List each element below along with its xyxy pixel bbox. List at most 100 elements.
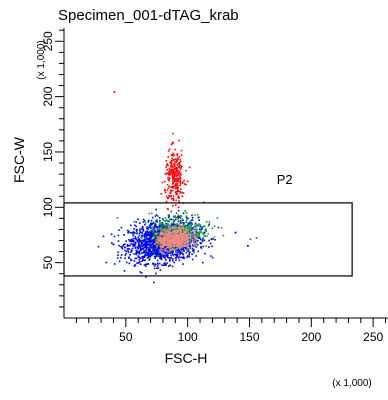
event-dot — [164, 220, 167, 223]
event-dot — [186, 237, 189, 239]
event-dot — [177, 179, 179, 181]
event-dot — [147, 232, 149, 235]
event-dot — [159, 249, 161, 251]
y-tick-label: 50 — [41, 256, 55, 270]
event-dot — [149, 233, 152, 235]
event-dot — [208, 223, 210, 226]
event-dot — [186, 247, 189, 249]
event-dot — [171, 142, 174, 145]
event-dot — [171, 265, 174, 268]
event-dot — [123, 270, 126, 272]
event-dot — [170, 162, 172, 164]
event-dot — [145, 241, 148, 244]
x-tick-label: 150 — [239, 330, 259, 344]
event-dot — [193, 234, 195, 237]
event-dot — [177, 254, 179, 257]
event-dot — [137, 218, 139, 220]
event-dot — [167, 176, 169, 179]
event-dot — [117, 254, 119, 256]
event-dot — [183, 243, 185, 246]
event-dot — [171, 241, 174, 244]
event-dot — [189, 251, 191, 253]
event-dot — [168, 249, 171, 252]
x-axis-multiplier: (x 1,000) — [332, 378, 371, 389]
event-dot — [172, 251, 174, 253]
event-dot — [211, 238, 214, 241]
event-dot — [208, 246, 210, 248]
event-dot — [157, 237, 160, 239]
event-dot — [213, 225, 216, 228]
event-dot — [191, 237, 193, 240]
event-dot — [157, 253, 159, 256]
event-dot — [160, 256, 163, 259]
event-dot — [170, 210, 173, 213]
event-dot — [191, 234, 193, 236]
event-dot — [198, 236, 201, 238]
event-dot — [126, 229, 129, 232]
event-dot — [191, 244, 194, 246]
event-dot — [159, 245, 162, 247]
event-dot — [165, 235, 167, 237]
event-dot — [153, 267, 156, 270]
event-dot — [175, 185, 177, 187]
event-dot — [161, 225, 164, 227]
event-dot — [135, 221, 137, 223]
event-dot — [169, 218, 171, 220]
event-dot — [158, 243, 161, 246]
event-dot — [141, 248, 143, 250]
event-dot — [145, 244, 147, 247]
event-dot — [141, 260, 143, 262]
event-dot — [173, 224, 176, 227]
event-dot — [167, 240, 170, 243]
event-dot — [171, 174, 174, 176]
event-dot — [184, 233, 187, 236]
event-dot — [165, 243, 167, 245]
event-dot — [164, 180, 166, 183]
event-dot — [176, 153, 179, 155]
event-dot — [175, 191, 177, 193]
event-dot — [124, 246, 126, 249]
event-dot — [168, 257, 171, 259]
event-dot — [169, 251, 172, 253]
event-dot — [181, 256, 184, 259]
gate-p2[interactable]: P2 — [63, 172, 353, 277]
event-dot — [167, 208, 169, 210]
event-dot — [162, 249, 165, 251]
event-dot — [172, 176, 174, 179]
event-dot — [139, 229, 141, 232]
event-dot — [178, 177, 180, 180]
event-dot — [197, 233, 199, 236]
event-dot — [165, 226, 168, 229]
event-dot — [133, 220, 135, 223]
event-dot — [154, 257, 156, 259]
event-dot — [138, 251, 140, 254]
event-dot — [137, 242, 140, 245]
event-dot — [192, 227, 194, 230]
event-dot — [137, 239, 140, 241]
event-dot — [180, 241, 183, 244]
event-dot — [148, 219, 150, 222]
event-dot — [172, 169, 175, 171]
event-dot — [138, 232, 141, 235]
event-dot — [138, 244, 141, 246]
event-dot — [187, 224, 190, 226]
event-dot — [178, 225, 181, 227]
event-dot — [180, 165, 183, 167]
event-dot — [145, 248, 147, 251]
event-dot — [170, 243, 173, 245]
event-dot — [142, 218, 145, 221]
event-dot — [117, 234, 120, 237]
event-dot — [132, 231, 135, 233]
event-dot — [165, 166, 167, 168]
event-dot — [185, 183, 187, 186]
event-dot — [165, 238, 168, 240]
event-dot — [165, 223, 168, 226]
event-dot — [158, 238, 161, 240]
gate-rectangle — [63, 202, 353, 277]
event-dot — [171, 227, 173, 229]
event-dot — [155, 219, 158, 221]
event-dot — [177, 245, 180, 248]
event-dot — [147, 262, 149, 265]
event-dot — [176, 171, 179, 173]
event-dot — [149, 231, 151, 234]
